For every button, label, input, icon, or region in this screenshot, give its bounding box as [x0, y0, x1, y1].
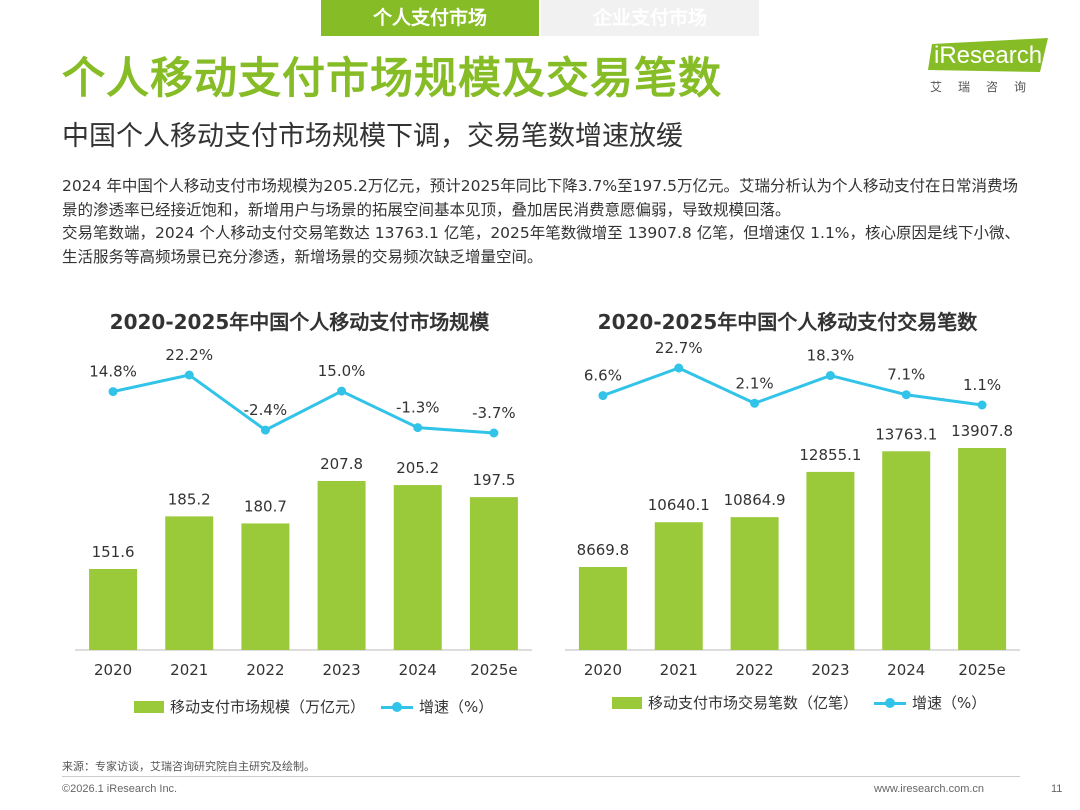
chart-2-bar-label: 10864.9 [724, 491, 786, 509]
chart-1-tick-label: 2022 [246, 661, 284, 679]
chart-1-growth-line [112, 373, 495, 435]
chart-1-growth-point [337, 386, 347, 396]
chart-2-tick-label: 2020 [584, 661, 622, 679]
chart-2-legend: 移动支付市场交易笔数（亿笔） 增速（%） [612, 692, 986, 713]
chart-2-tick-label: 2023 [811, 661, 849, 679]
legend-line-icon [874, 697, 907, 709]
chart-1-growth-point [489, 428, 499, 438]
chart-1-tick-label: 2025e [470, 661, 517, 679]
chart-1-bar-label: 180.7 [244, 497, 287, 515]
chart-1-tick-label: 2020 [94, 661, 132, 679]
chart-2-bar [806, 471, 855, 650]
legend-line-label: 增速（%） [419, 698, 494, 716]
legend-bar-label: 移动支付市场交易笔数（亿笔） [648, 694, 859, 712]
chart-1-growth-point [108, 387, 118, 397]
page-title: 个人移动支付市场规模及交易笔数 [62, 54, 722, 104]
chart-1-bar-label: 185.2 [168, 490, 211, 508]
chart-1-tick-label: 2023 [322, 661, 360, 679]
iresearch-logo: iResearch 艾瑞咨询 [928, 38, 1053, 98]
chart-1-growth-point [260, 425, 270, 435]
chart-1-growth-label: -1.3% [396, 399, 440, 417]
chart-2-growth-point [825, 371, 835, 381]
chart-1-bar-label: 207.8 [320, 455, 363, 473]
chart-2-growth-point [901, 390, 911, 400]
chart-1-bar [317, 481, 366, 650]
chart-2-tick-label: 2024 [887, 661, 925, 679]
logo-subtext: 艾瑞咨询 [930, 80, 1043, 94]
chart-1-bar-label: 197.5 [472, 471, 515, 489]
legend-line-icon [381, 701, 414, 713]
footer-divider [62, 776, 1020, 777]
legend-bar-label: 移动支付市场规模（万亿元） [170, 698, 366, 716]
chart-2-growth-line [602, 366, 983, 407]
chart-2-bar [882, 451, 931, 650]
chart-2-title: 2020-2025年中国个人移动支付交易笔数 [597, 310, 978, 334]
page-number: 11 [1051, 783, 1063, 795]
source-note: 来源：专家访谈，艾瑞咨询研究院自主研究及绘制。 [62, 760, 315, 773]
chart-2-bar [730, 517, 779, 650]
chart-1-bar-label: 205.2 [396, 459, 439, 477]
summary-paragraph-1: 2024 年中国个人移动支付市场规模为205.2万亿元，预计2025年同比下降3… [62, 177, 1018, 219]
chart-2-growth-label: 7.1% [887, 366, 925, 384]
tab-bar: 个人支付市场 企业支付市场 [321, 0, 759, 36]
chart-2-bar [958, 448, 1007, 650]
tab-personal-payment[interactable]: 个人支付市场 [321, 0, 539, 36]
chart-1-bar [89, 569, 138, 650]
chart-1-growth-label: -2.4% [244, 401, 288, 419]
legend-line-label: 增速（%） [912, 694, 987, 712]
logo-badge-icon [928, 38, 1048, 72]
chart-2-bar-label: 13907.8 [951, 422, 1013, 440]
chart-1-tick-label: 2024 [399, 661, 437, 679]
chart-1-bar [241, 523, 290, 650]
chart-1-tick-label: 2021 [170, 661, 208, 679]
chart-1-legend: 移动支付市场规模（万亿元） 增速（%） [134, 696, 493, 717]
legend-bar-swatch [134, 700, 164, 713]
chart-1-growth-label: 22.2% [165, 346, 213, 364]
chart-2-tick-label: 2021 [660, 661, 698, 679]
chart-2-growth-label: 1.1% [963, 376, 1001, 394]
chart-2-bar [578, 567, 627, 650]
chart-1-bar [469, 497, 518, 650]
chart-2-growth-point [598, 391, 608, 401]
chart-2-bar-label: 12855.1 [799, 446, 861, 464]
summary-paragraph-2: 交易笔数端，2024 个人移动支付交易笔数达 13763.1 亿笔，2025年笔… [62, 224, 1021, 266]
chart-2-tick-label: 2025e [958, 661, 1005, 679]
chart-2-bar-label: 8669.8 [577, 541, 630, 559]
chart-1-growth-label: 15.0% [318, 362, 366, 380]
chart-1-growth-point [413, 423, 423, 433]
chart-2-bar-label: 13763.1 [875, 425, 937, 443]
chart-2-bar-label: 10640.1 [648, 496, 710, 514]
chart-1-growth-label: 14.8% [89, 363, 137, 381]
chart-2-growth-label: 22.7% [655, 339, 703, 357]
chart-1-bar-label: 151.6 [92, 543, 135, 561]
chart-1-bar [165, 516, 214, 650]
chart-1-title: 2020-2025年中国个人移动支付市场规模 [109, 310, 490, 334]
chart-1-growth-label: -3.7% [472, 404, 516, 422]
chart-2-bar [654, 522, 703, 650]
legend-bar-swatch [612, 696, 642, 709]
chart-2-growth-label: 6.6% [584, 367, 622, 385]
chart-2-growth-label: 2.1% [736, 374, 774, 392]
chart-2-tick-label: 2022 [735, 661, 773, 679]
chart-2-growth-label: 18.3% [807, 347, 855, 365]
footer-website[interactable]: www.iresearch.com.cn [874, 783, 985, 795]
tab-enterprise-payment[interactable]: 企业支付市场 [541, 0, 759, 36]
chart-2-growth-point [977, 400, 987, 410]
footer-copyright: ©2026.1 iResearch Inc. [62, 783, 178, 795]
page-subtitle: 中国个人移动支付市场规模下调，交易笔数增速放缓 [62, 121, 683, 152]
summary-text: 2024 年中国个人移动支付市场规模为205.2万亿元，预计2025年同比下降3… [62, 175, 1022, 269]
chart-2-growth-point [750, 398, 760, 408]
logo-brand: iResearch [934, 42, 1043, 69]
chart-1-growth-point [184, 370, 194, 380]
chart-1-bar [393, 485, 442, 650]
chart-2-growth-point [674, 363, 684, 373]
